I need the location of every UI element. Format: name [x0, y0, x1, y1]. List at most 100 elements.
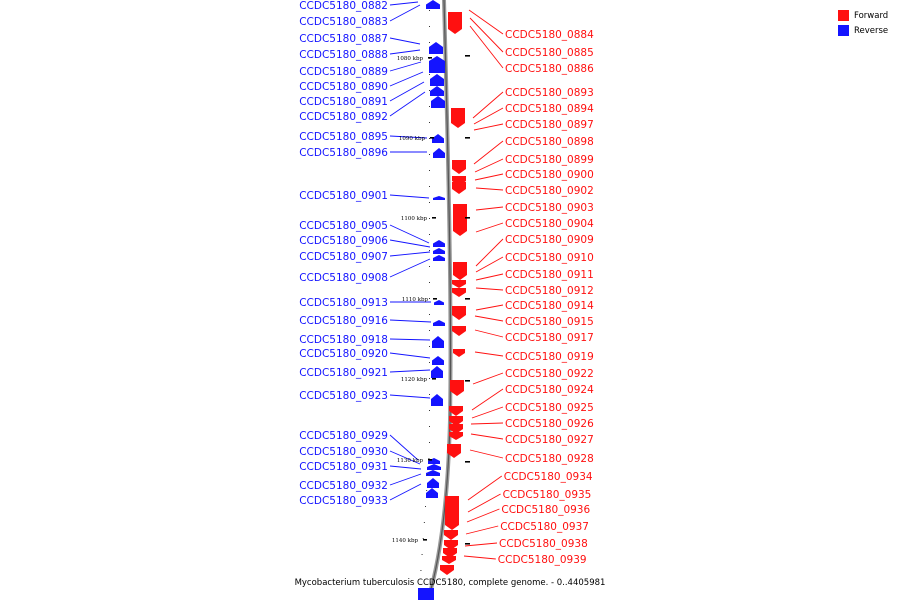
tick-mark: [432, 217, 436, 219]
tick-mark: [428, 57, 432, 59]
reverse-gene: [432, 134, 444, 143]
axis-dot: [429, 218, 430, 219]
reverse-gene: [433, 240, 445, 247]
axis-dot: [428, 458, 430, 459]
reverse-swatch: [838, 25, 849, 36]
reverse-connector: [389, 4, 421, 22]
forward-gene-label: CCDC5180_0897: [505, 119, 594, 131]
reverse-gene-label: CCDC5180_0901: [299, 190, 388, 202]
forward-connector: [473, 123, 504, 131]
forward-gene: [449, 406, 463, 416]
forward-connector: [475, 238, 504, 267]
edge-feature: [418, 588, 434, 600]
reverse-gene: [430, 86, 444, 96]
tick-label: 1130 kbp: [397, 458, 424, 464]
forward-connector: [469, 17, 504, 53]
gene-labels: CCDC5180_0882 CCDC5180_0883 CCDC5180_0887 C…: [299, 0, 594, 566]
forward-gene-label: CCDC5180_0886: [505, 63, 594, 75]
reverse-gene: [426, 470, 440, 476]
forward-gene-label: CCDC5180_0893: [505, 87, 594, 99]
axis-dot: [429, 202, 430, 203]
reverse-gene-label: CCDC5180_0908: [299, 272, 388, 284]
reverse-gene: [433, 196, 445, 200]
forward-connector: [469, 25, 504, 69]
forward-connector: [472, 91, 504, 119]
axis-dot: [429, 346, 430, 347]
legend-forward: Forward: [838, 8, 888, 23]
forward-gene-label: CCDC5180_0898: [505, 136, 594, 148]
forward-connector: [475, 206, 504, 211]
reverse-gene-label: CCDC5180_0889: [299, 66, 388, 78]
forward-connector: [465, 525, 499, 535]
reverse-connector: [389, 338, 431, 341]
reverse-gene-label: CCDC5180_0888: [299, 49, 388, 61]
forward-gene-label: CCDC5180_0938: [499, 538, 588, 550]
forward-swatch: [838, 10, 849, 21]
axis-dot: [425, 506, 426, 507]
forward-gene: [452, 280, 466, 288]
axis-dot: [429, 42, 430, 43]
axis-dot: [429, 10, 430, 11]
forward-gene: [452, 288, 466, 297]
axis-dot: [429, 90, 430, 91]
axis-dot: [429, 410, 430, 411]
forward-gene-label: CCDC5180_0885: [505, 47, 594, 59]
forward-connector: [466, 508, 500, 523]
forward-gene: [452, 182, 466, 194]
axis-dot: [429, 122, 430, 123]
forward-gene-label: CCDC5180_0939: [498, 554, 587, 566]
forward-gene-label: CCDC5180_0936: [501, 504, 590, 516]
genome-backbone: [418, 0, 453, 600]
reverse-gene: [427, 478, 439, 488]
forward-gene: [449, 432, 463, 440]
tick-mark: [428, 459, 432, 461]
reverse-gene-label: CCDC5180_0923: [299, 390, 388, 402]
tick-mark-right: [465, 55, 470, 57]
forward-connector: [474, 329, 504, 338]
axis-dot: [429, 250, 430, 251]
tick-label: 1090 kbp: [399, 136, 426, 142]
reverse-connector: [389, 465, 422, 470]
forward-connector: [474, 173, 504, 181]
forward-connector: [470, 433, 504, 440]
reverse-gene-label: CCDC5180_0890: [299, 81, 388, 93]
reverse-label: Reverse: [854, 25, 889, 36]
forward-connector: [464, 542, 498, 547]
axis-dot: [429, 58, 430, 59]
tick-label: 1120 kbp: [401, 377, 428, 383]
forward-gene: [440, 565, 454, 575]
axis-dot: [429, 186, 430, 187]
reverse-connector: [389, 369, 431, 373]
reverse-gene-label: CCDC5180_0932: [299, 480, 388, 492]
forward-gene-label: CCDC5180_0915: [505, 316, 594, 328]
reverse-connector: [389, 37, 421, 45]
forward-gene: [453, 349, 465, 357]
tick-mark-right: [465, 380, 470, 382]
forward-gene-label: CCDC5180_0903: [505, 202, 594, 214]
forward-connector: [474, 158, 504, 173]
reverse-gene: [433, 248, 445, 254]
axis-dot: [429, 282, 430, 283]
gene-arrows: [426, 0, 467, 575]
tick-mark-right: [465, 461, 470, 463]
forward-connector: [475, 187, 504, 191]
forward-connector: [473, 140, 504, 165]
reverse-gene: [433, 255, 445, 261]
reverse-gene: [430, 74, 444, 86]
forward-label: Forward: [854, 10, 889, 21]
reverse-gene-label: CCDC5180_0929: [299, 430, 388, 442]
reverse-gene-label: CCDC5180_0913: [299, 297, 388, 309]
tick-mark-right: [465, 137, 470, 139]
forward-gene-label: CCDC5180_0900: [505, 169, 594, 181]
tick-label: 1140 kbp: [392, 538, 419, 544]
reverse-gene-label: CCDC5180_0892: [299, 111, 388, 123]
reverse-connector: [389, 194, 430, 199]
forward-gene-label: CCDC5180_0914: [505, 300, 594, 312]
reverse-connector: [389, 81, 425, 102]
forward-gene: [451, 108, 465, 128]
forward-gene-label: CCDC5180_0917: [505, 332, 594, 344]
forward-connector: [475, 273, 504, 281]
reverse-gene-label: CCDC5180_0933: [299, 495, 388, 507]
forward-gene-label: CCDC5180_0934: [504, 471, 593, 483]
axis-dot: [422, 538, 424, 539]
